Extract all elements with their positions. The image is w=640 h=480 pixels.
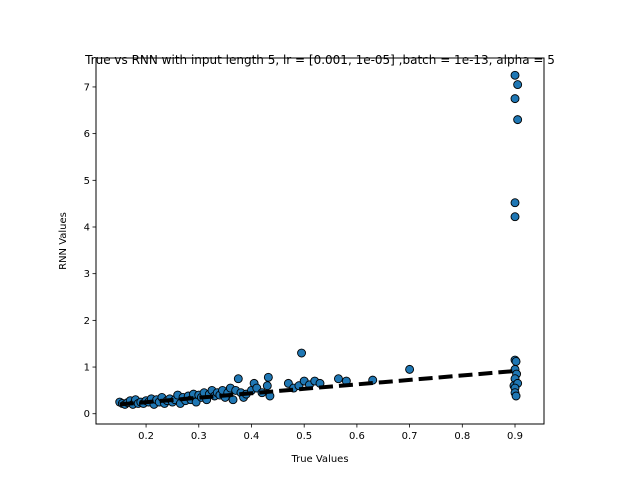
data-point <box>511 391 521 401</box>
x-tick-label: 0.6 <box>349 431 365 442</box>
data-points <box>115 70 523 409</box>
y-tick-label: 1 <box>84 363 90 374</box>
y-tick-label: 0 <box>84 409 90 420</box>
y-axis-label: RNN Values <box>58 212 69 270</box>
x-tick-label: 0.9 <box>507 431 523 442</box>
data-point <box>262 381 272 391</box>
x-tick-label: 0.4 <box>244 431 260 442</box>
data-point <box>510 70 520 80</box>
x-tick-label: 0.2 <box>138 431 154 442</box>
fit-line <box>119 368 518 407</box>
data-point <box>297 348 307 358</box>
y-tick-label: 7 <box>84 82 90 93</box>
data-point <box>510 198 520 208</box>
data-point <box>333 374 343 384</box>
y-tick-label: 2 <box>84 316 90 327</box>
data-point <box>405 364 415 374</box>
y-tick-label: 5 <box>84 176 90 187</box>
y-axis: 0 1 2 3 4 5 6 7 <box>84 82 96 420</box>
chart-title: True vs RNN with input length 5, lr = [0… <box>84 53 555 67</box>
y-tick-label: 4 <box>84 222 90 233</box>
data-point <box>510 212 520 222</box>
x-tick-label: 0.8 <box>454 431 470 442</box>
data-point <box>511 356 521 366</box>
fit-line-layer <box>119 368 518 407</box>
data-point <box>263 372 273 382</box>
data-point <box>513 115 523 125</box>
x-axis-label: True Values <box>290 454 348 465</box>
data-point <box>233 374 243 384</box>
y-tick-label: 3 <box>84 269 90 280</box>
x-axis: 0.2 0.3 0.4 0.5 0.6 0.7 0.8 0.9 <box>138 424 523 442</box>
y-tick-label: 6 <box>84 129 90 140</box>
x-tick-label: 0.7 <box>402 431 418 442</box>
plot-area-frame <box>95 57 545 425</box>
data-point <box>510 94 520 104</box>
x-tick-label: 0.3 <box>191 431 207 442</box>
x-tick-label: 0.5 <box>296 431 312 442</box>
data-point <box>513 80 523 90</box>
